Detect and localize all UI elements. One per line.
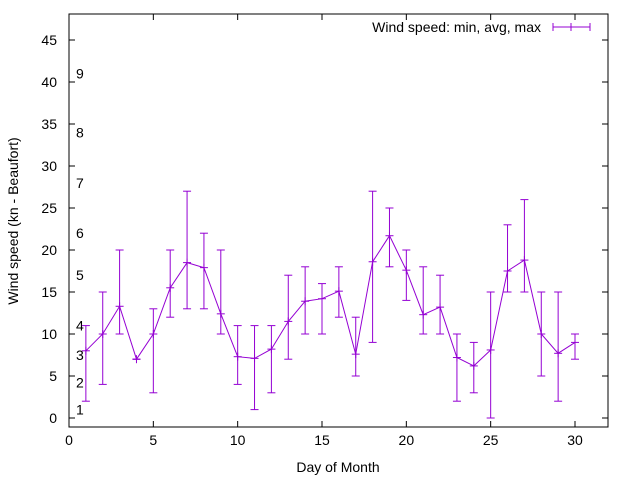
data-point [486,291,495,419]
y-tick-label: 0 [49,410,57,426]
data-point [149,308,158,394]
data-point [351,316,360,377]
y-tick-label: 30 [41,158,57,174]
data-point [571,333,579,360]
x-tick-label: 0 [65,432,73,448]
y-tick-label: 20 [41,242,57,258]
data-point [199,232,208,310]
x-tick-label: 30 [567,432,583,448]
x-tick-label: 25 [483,432,499,448]
x-tick-label: 10 [230,432,246,448]
data-point [436,274,445,335]
beaufort-label: 4 [76,318,84,334]
data-point [132,355,141,364]
data-point [537,291,546,377]
beaufort-label: 6 [76,225,84,241]
x-axis-ticks: 0 5 10 15 20 25 30 [65,14,583,448]
y-tick-label: 10 [41,326,57,342]
data-point [284,274,293,360]
data-point [216,249,225,335]
data-point [368,190,377,343]
beaufort-label: 3 [76,347,84,363]
data-point [301,266,310,335]
plot-border [68,13,609,428]
y-tick-label: 5 [49,368,57,384]
beaufort-label: 2 [76,375,84,391]
legend-sample [552,23,591,31]
data-point [402,249,411,301]
data-point [233,325,242,385]
data-point [452,333,461,402]
data-point [520,199,529,293]
beaufort-labels: 1 2 3 4 5 6 7 8 9 [76,66,84,418]
data-point [267,325,276,394]
x-axis-label: Day of Month [296,459,379,475]
data-point [250,325,259,411]
data-point [166,249,175,318]
data-point [503,224,512,293]
data-point [115,249,124,335]
data-point [318,283,326,335]
legend: Wind speed: min, avg, max [372,19,591,35]
beaufort-label: 5 [76,267,84,283]
data-point [554,291,563,402]
beaufort-label: 8 [76,124,84,140]
x-tick-label: 5 [149,432,157,448]
data-point [183,190,192,310]
y-tick-label: 40 [41,74,57,90]
series-wind-speed [81,190,579,419]
beaufort-label: 7 [76,175,84,191]
data-point [385,207,394,268]
legend-label: Wind speed: min, avg, max [372,19,541,35]
y-tick-label: 45 [41,32,57,48]
avg-line [85,234,576,367]
data-point [81,325,90,402]
beaufort-label: 1 [76,402,84,418]
y-tick-label: 35 [41,116,57,132]
y-tick-label: 25 [41,200,57,216]
y-tick-label: 15 [41,284,57,300]
y-axis-label: Wind speed (kn - Beaufort) [5,137,21,304]
data-point [469,341,478,394]
data-point [98,291,107,385]
data-point [419,266,428,335]
beaufort-label: 9 [76,66,84,82]
x-tick-label: 15 [314,432,330,448]
x-tick-label: 20 [399,432,415,448]
data-point [334,266,343,318]
